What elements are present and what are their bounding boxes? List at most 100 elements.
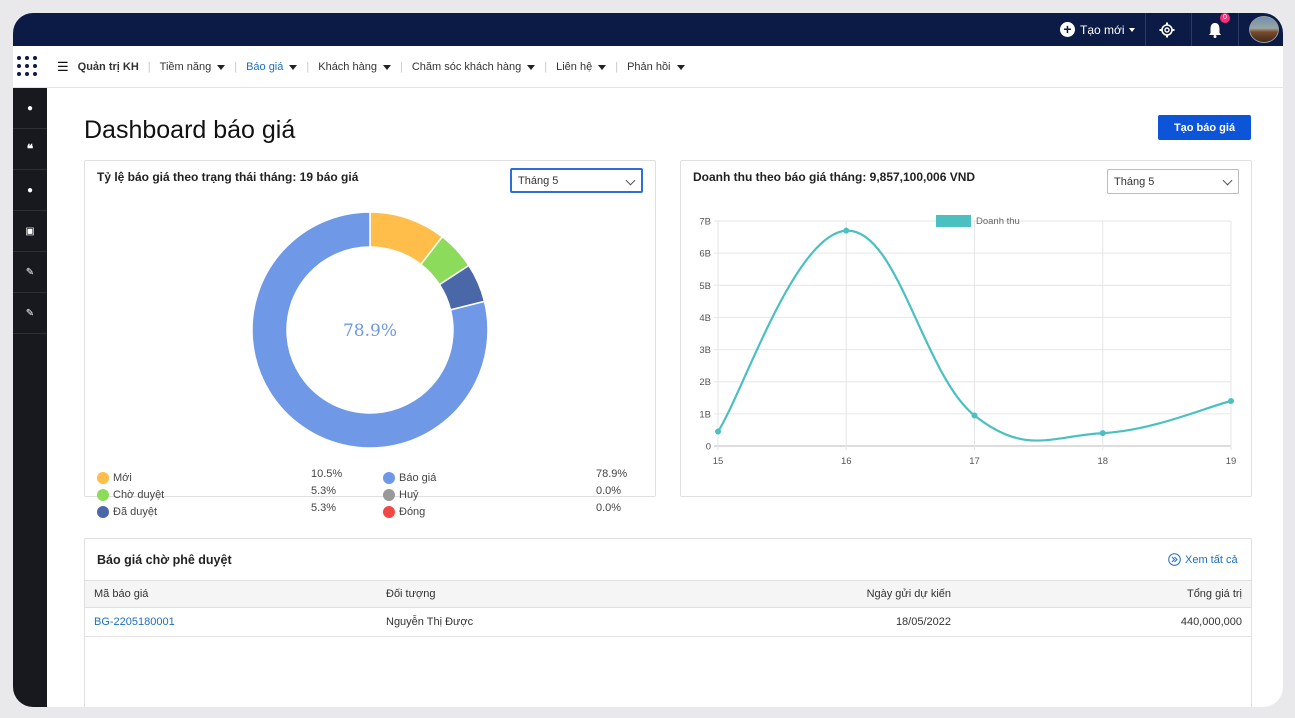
sidebar-item-quote[interactable]: ❝ <box>13 129 47 170</box>
x-tick-label: 18 <box>1097 456 1108 467</box>
nav-item-phan-hoi[interactable]: Phản hồi <box>627 61 685 73</box>
line-point[interactable] <box>1099 430 1106 437</box>
chevron-down-icon <box>1222 175 1233 186</box>
y-tick-label: 3B <box>699 345 711 356</box>
line-chart: 0 1B 2B 3B 4B 5B 6B 7B 15 16 17 18 19 Doanh thu <box>699 215 1236 467</box>
caret-down-icon <box>289 64 298 70</box>
nav-item-lien-he[interactable]: Liên hệ <box>556 61 607 73</box>
ratio-month-select[interactable]: Tháng 5 <box>510 168 643 193</box>
doughnut-slice-3 <box>251 211 489 449</box>
nav-item-tiem-nang[interactable]: Tiềm năng <box>160 61 226 73</box>
plus-icon: + <box>1060 22 1075 37</box>
y-tick-label: 5B <box>699 281 711 292</box>
create-quote-button[interactable]: Tạo báo giá <box>1158 115 1251 140</box>
approval-title: Báo giá chờ phê duyệt <box>97 553 232 567</box>
app-window: + Tạo mới 0 ☰ <box>13 13 1283 707</box>
table-header: Mã báo giá Đối tượng Ngày gửi dự kiến Tổ… <box>85 580 1251 608</box>
hamburger-icon[interactable]: ☰ <box>57 59 69 74</box>
revenue-card-title: Doanh thu theo báo giá tháng: 9,857,100,… <box>693 170 976 184</box>
y-tick-label: 2B <box>699 377 711 388</box>
y-tick-label: 6B <box>699 249 711 260</box>
sidebar-item-gift[interactable]: ▣ <box>13 211 47 252</box>
legend-value: 0.0% <box>596 502 622 514</box>
create-new-label: Tạo mới <box>1080 22 1125 37</box>
legend-item[interactable]: Mới <box>97 472 132 484</box>
double-chevron-right-icon <box>1168 553 1181 566</box>
approval-card <box>84 538 1252 707</box>
line-point[interactable] <box>1228 398 1234 404</box>
legend-value: 0.0% <box>596 485 622 497</box>
sidebar-item-user[interactable]: ● <box>13 88 47 129</box>
line-point[interactable] <box>971 412 978 419</box>
caret-down-icon <box>217 64 226 70</box>
legend-label: Báo giá <box>399 472 437 484</box>
y-tick-label: 1B <box>699 409 711 420</box>
nav-item-label: Quản trị KH <box>77 61 139 73</box>
revenue-month-select[interactable]: Tháng 5 <box>1107 169 1239 194</box>
quote-icon: ❝ <box>26 142 34 156</box>
legend-label: Mới <box>113 472 132 484</box>
create-new-menu[interactable]: + Tạo mới <box>1060 13 1135 46</box>
nav-item-label: Phản hồi <box>627 61 671 73</box>
quote-code-link[interactable]: BG-2205180001 <box>94 616 175 628</box>
legend-item[interactable]: Chờ duyệt <box>97 489 164 501</box>
legend-item[interactable]: Đóng <box>383 506 425 518</box>
legend-label: Đóng <box>399 506 426 518</box>
caret-down-icon <box>676 64 685 70</box>
sidebar-item-edit-2[interactable]: ✎ <box>13 293 47 334</box>
see-all-link[interactable]: Xem tất cả <box>1168 553 1238 566</box>
nav-item-bao-gia[interactable]: Báo giá <box>246 61 298 73</box>
line-series-doanh-thu <box>717 229 1232 442</box>
nav-item-quan-tri-kh[interactable]: Quản trị KH <box>78 61 139 73</box>
see-all-label: Xem tất cả <box>1185 553 1238 566</box>
sidebar: ● ❝ ● ▣ ✎ ✎ <box>13 88 47 707</box>
legend-label: Huỷ <box>399 489 419 501</box>
line-point[interactable] <box>843 227 850 234</box>
line-point[interactable] <box>715 428 721 435</box>
ratio-card-title: Tỷ lệ báo giá theo trạng thái tháng: 19 … <box>97 170 359 184</box>
legend-item[interactable]: Huỷ <box>383 489 419 501</box>
legend-swatch <box>383 506 395 518</box>
doughnut-center-label: 78.9% <box>343 321 397 341</box>
edit-icon: ✎ <box>25 307 35 319</box>
sidebar-item-user-2[interactable]: ● <box>13 170 47 211</box>
chevron-down-icon <box>625 175 636 186</box>
avatar[interactable] <box>1249 16 1279 43</box>
top-bar: + Tạo mới 0 <box>13 13 1283 46</box>
legend-item[interactable]: Báo giá <box>383 472 436 484</box>
legend-value: 10.5% <box>311 468 343 480</box>
nav-item-label: Báo giá <box>246 61 284 73</box>
quote-total: 440,000,000 <box>1180 616 1242 628</box>
edit-icon: ✎ <box>25 266 35 278</box>
quote-date: 18/05/2022 <box>895 616 951 628</box>
notification-badge: 0 <box>1220 13 1230 23</box>
user-icon: ● <box>26 102 34 114</box>
nav-item-label: Tiềm năng <box>159 61 212 73</box>
x-tick-label: 16 <box>841 456 852 467</box>
sidebar-item-edit[interactable]: ✎ <box>13 252 47 293</box>
y-tick-label: 0 <box>706 442 711 453</box>
bell-icon <box>1209 22 1221 38</box>
caret-down-icon <box>382 64 391 70</box>
nav-item-label: Khách hàng <box>318 61 377 73</box>
table-row[interactable]: BG-2205180001 Nguyễn Thị Được 18/05/2022… <box>85 608 1251 637</box>
y-tick-label: 7B <box>699 217 711 228</box>
nav-item-khach-hang[interactable]: Khách hàng <box>318 61 391 73</box>
y-tick-label: 4B <box>699 313 711 324</box>
page-title: Dashboard báo giá <box>84 116 296 144</box>
legend-value: 5.3% <box>311 485 337 497</box>
legend-swatch <box>97 489 109 501</box>
legend-label: Đã duyệt <box>113 506 158 518</box>
nav-item-label: Liên hệ <box>556 61 593 73</box>
notifications-button[interactable] <box>1208 13 1222 46</box>
col-header-date: Ngày gửi dự kiến <box>866 588 951 600</box>
gift-icon: ▣ <box>25 225 35 237</box>
x-tick-label: 15 <box>713 456 724 467</box>
line-legend-swatch <box>936 215 971 227</box>
legend-label: Chờ duyệt <box>113 489 165 501</box>
settings-button[interactable] <box>1159 13 1175 46</box>
nav-item-cham-soc[interactable]: Chăm sóc khách hàng <box>412 61 536 73</box>
app-grid-icon[interactable] <box>17 56 39 78</box>
caret-down-icon <box>527 64 536 70</box>
legend-item[interactable]: Đã duyệt <box>97 506 157 518</box>
